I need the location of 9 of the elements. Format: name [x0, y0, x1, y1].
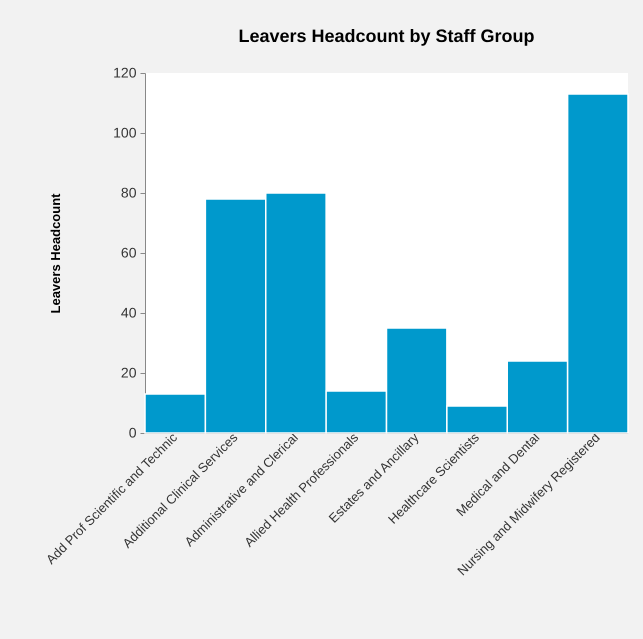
- chart-title: Leavers Headcount by Staff Group: [238, 26, 535, 46]
- y-tick-label: 120: [113, 64, 137, 80]
- y-tick-label: 40: [120, 304, 137, 320]
- y-axis-title: Leavers Headcount: [48, 192, 64, 314]
- y-tick-label: 20: [120, 364, 137, 380]
- y-tick-label: 80: [120, 184, 137, 200]
- y-tick-label: 0: [128, 424, 137, 440]
- y-tick-label: 100: [113, 124, 137, 140]
- y-tick-label: 60: [120, 244, 137, 260]
